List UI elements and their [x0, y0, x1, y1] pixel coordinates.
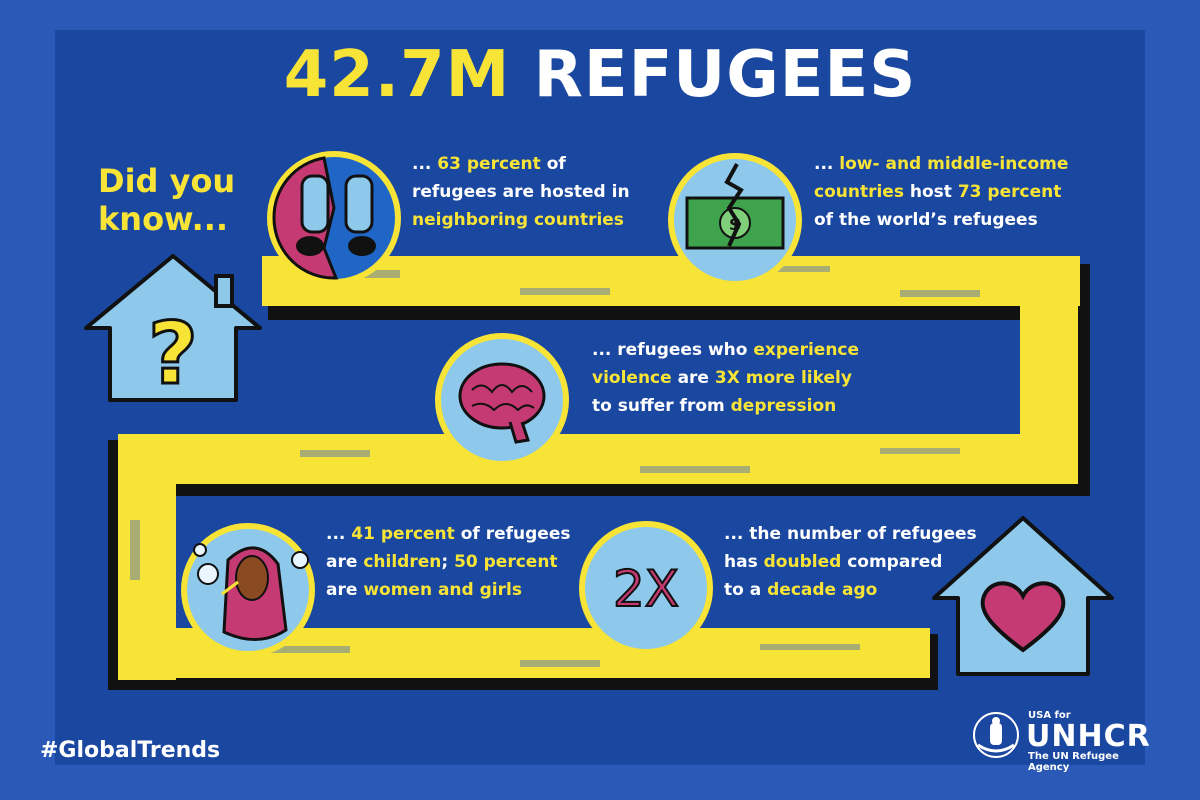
- logo-prefix: USA for: [1028, 710, 1071, 721]
- fact-hosted-neighbors: ... 63 percent of refugees are hosted in…: [412, 150, 662, 234]
- fact4-line2: are children; 50 percent: [326, 552, 558, 572]
- fact2-line3: of the world’s refugees: [814, 210, 1038, 230]
- fact3-line3: to suffer from depression: [592, 396, 837, 416]
- fact1-line2: refugees are hosted in: [412, 182, 630, 202]
- two-x-icon: 2X: [579, 521, 713, 655]
- two-x-label: 2X: [613, 560, 679, 618]
- logo-name: UNHCR: [1026, 719, 1151, 754]
- girl-blowing-bubbles-icon: [181, 523, 315, 657]
- fact1-line1: ... 63 percent of: [412, 154, 566, 174]
- fact5-line2: has doubled compared: [724, 552, 943, 572]
- fact5-line1: ... the number of refugees: [724, 524, 977, 544]
- unhcr-emblem-icon: [973, 712, 1019, 758]
- shoes-on-border-icon: [267, 151, 401, 285]
- fact-violence-depression: ... refugees who experience violence are…: [592, 336, 872, 420]
- title-number: 42.7M: [283, 38, 511, 112]
- page-title: 42.7M REFUGEES: [0, 38, 1200, 112]
- did-you-know: Did you know...: [98, 162, 268, 238]
- fact3-line2: violence are 3X more likely: [592, 368, 852, 388]
- fact2-line1: ... low- and middle-income: [814, 154, 1069, 174]
- fact-low-middle-income: ... low- and middle-income countries hos…: [814, 150, 1084, 234]
- house-heart-icon: [932, 516, 1114, 676]
- did-you-know-line2: know...: [98, 200, 229, 238]
- hashtag: #GlobalTrends: [40, 738, 221, 763]
- broken-money-icon: $: [668, 153, 802, 287]
- title-word: REFUGEES: [533, 38, 917, 112]
- fact4-line1: ... 41 percent of refugees: [326, 524, 571, 544]
- fact5-line3: to a decade ago: [724, 580, 878, 600]
- house-question-icon: ?: [84, 254, 262, 406]
- did-you-know-line1: Did you: [98, 162, 236, 200]
- logo-tagline: The UN Refugee Agency: [1028, 751, 1119, 773]
- fact1-line3: neighboring countries: [412, 210, 624, 230]
- fact-children-women: ... 41 percent of refugees are children;…: [326, 520, 586, 604]
- fact-doubled: ... the number of refugees has doubled c…: [724, 520, 994, 604]
- svg-text:?: ?: [148, 304, 198, 404]
- fact4-line3: are women and girls: [326, 580, 522, 600]
- brain-icon: [435, 333, 569, 467]
- fact3-line1: ... refugees who experience: [592, 340, 860, 360]
- unhcr-logo: USA for UNHCR The UN Refugee Agency: [970, 705, 1160, 773]
- fact2-line2: countries host 73 percent: [814, 182, 1062, 202]
